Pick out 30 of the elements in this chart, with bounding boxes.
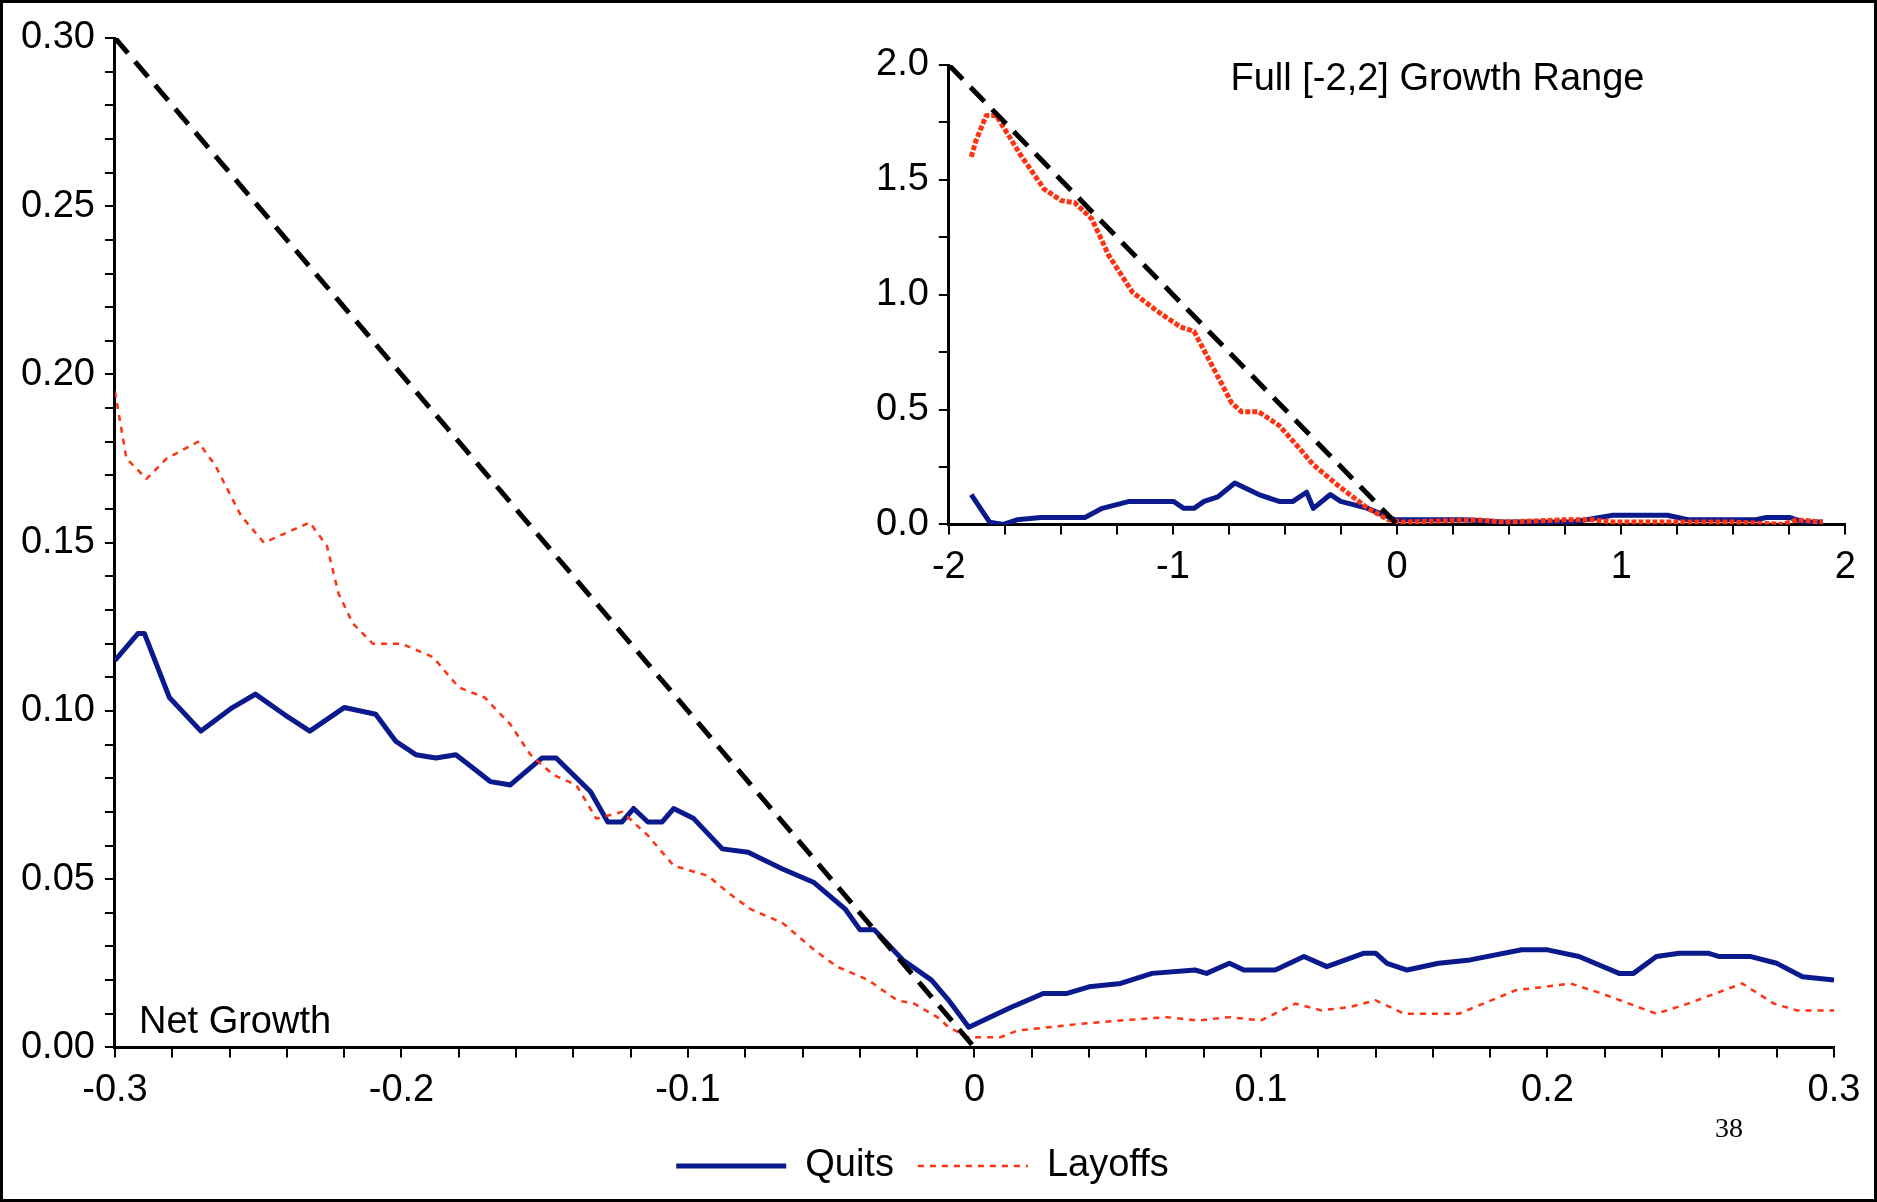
x-tick-label: -2 [931,543,966,586]
y-tick-label: 0.10 [20,687,95,730]
y-tick-label: 1.0 [876,271,929,314]
y-tick-label: 0.30 [20,14,95,57]
y-tick-label: 0.25 [20,182,95,225]
legend-label: Quits [805,1142,894,1185]
x-tick-label: 0.1 [1234,1066,1288,1109]
y-tick-label: 0.5 [876,386,929,429]
x-tick-label: 1 [1610,543,1632,586]
x-tick-label: -1 [1156,543,1190,586]
line-series [114,390,1834,1039]
x-tick-label: 0 [1386,543,1408,586]
legend-label: Layoffs [1046,1142,1169,1185]
x-tick-label: -0.1 [655,1066,721,1109]
x-tick-label: 0 [963,1066,986,1109]
x-tick-label: -0.2 [368,1066,435,1109]
y-tick-label: 0.00 [20,1023,95,1066]
x-tick-label: 0.2 [1521,1066,1574,1109]
x-tick-label: -0.3 [82,1066,148,1109]
x-tick-label: 2 [1834,543,1856,586]
y-tick-label: 0.15 [20,519,95,562]
y-tick-label: 0.05 [20,855,95,898]
y-tick-label: 1.5 [876,156,929,199]
y-tick-label: 2.0 [876,41,929,84]
y-tick-label: 0.20 [20,350,95,393]
chart-title: Full [-2,2] Growth Range [1230,56,1645,99]
annotation: Net Growth [138,998,332,1041]
x-tick-label: 0.3 [1807,1066,1861,1109]
y-tick-label: 0.0 [876,500,929,543]
text: 38 [1715,1111,1743,1143]
